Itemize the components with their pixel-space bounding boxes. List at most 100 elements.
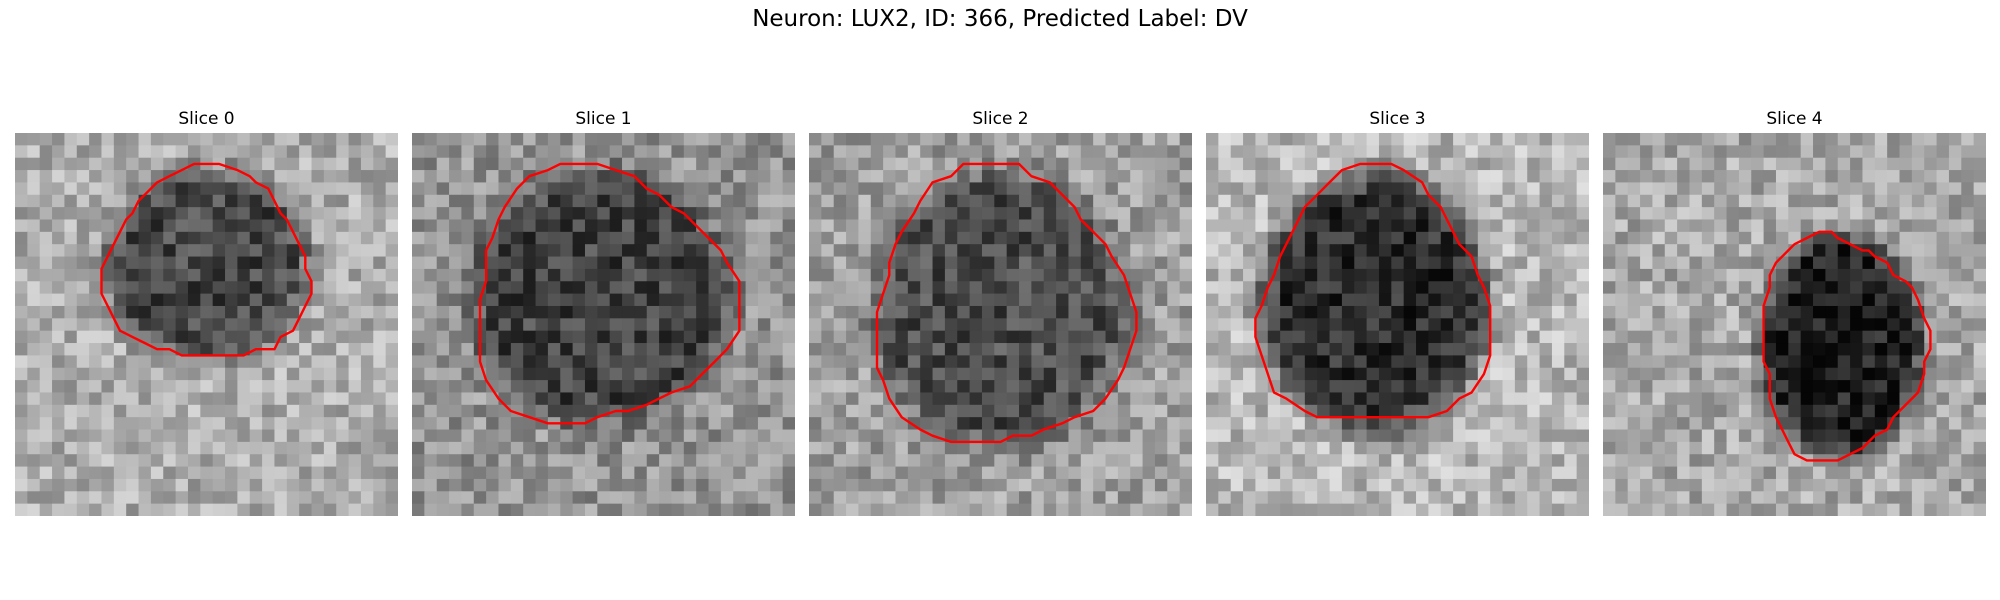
image-pixel bbox=[1564, 145, 1578, 159]
image-pixel bbox=[1329, 367, 1343, 381]
image-pixel bbox=[1726, 380, 1740, 394]
image-pixel bbox=[1329, 219, 1343, 233]
image-pixel bbox=[1627, 417, 1641, 431]
image-pixel bbox=[52, 219, 66, 233]
image-pixel bbox=[52, 503, 66, 516]
image-pixel bbox=[436, 454, 450, 468]
image-pixel bbox=[1378, 133, 1392, 146]
image-pixel bbox=[1862, 207, 1876, 221]
image-pixel bbox=[323, 170, 337, 184]
image-pixel bbox=[1936, 503, 1950, 516]
image-pixel bbox=[237, 417, 251, 431]
image-pixel bbox=[1514, 145, 1528, 159]
image-pixel bbox=[745, 343, 759, 356]
image-pixel bbox=[76, 293, 90, 307]
image-pixel bbox=[1887, 466, 1901, 480]
image-pixel bbox=[821, 343, 835, 356]
image-pixel bbox=[237, 318, 251, 332]
image-pixel bbox=[225, 268, 238, 282]
image-pixel bbox=[1403, 380, 1417, 394]
image-pixel bbox=[1738, 231, 1752, 245]
image-pixel bbox=[1788, 133, 1802, 146]
image-pixel bbox=[175, 256, 189, 270]
image-pixel bbox=[609, 491, 623, 505]
image-pixel bbox=[1726, 231, 1740, 245]
image-pixel bbox=[1230, 367, 1244, 381]
image-pixel bbox=[150, 466, 164, 480]
image-pixel bbox=[809, 367, 822, 381]
image-pixel bbox=[1130, 145, 1144, 159]
image-pixel bbox=[1267, 417, 1281, 431]
image-pixel bbox=[809, 417, 822, 431]
image-pixel bbox=[846, 281, 860, 295]
image-pixel bbox=[52, 293, 66, 307]
image-pixel bbox=[113, 133, 127, 146]
image-pixel bbox=[1292, 330, 1306, 344]
image-pixel bbox=[1117, 429, 1131, 443]
image-pixel bbox=[336, 281, 350, 295]
image-pixel bbox=[821, 429, 835, 443]
image-pixel bbox=[39, 392, 53, 406]
image-pixel bbox=[336, 503, 350, 516]
image-pixel bbox=[1490, 244, 1504, 258]
image-pixel bbox=[708, 268, 722, 282]
image-pixel bbox=[932, 392, 946, 406]
image-pixel bbox=[1043, 305, 1057, 319]
image-pixel bbox=[1230, 281, 1244, 295]
image-pixel bbox=[1031, 404, 1045, 418]
image-pixel bbox=[1465, 441, 1479, 455]
image-pixel bbox=[1117, 231, 1131, 245]
image-pixel bbox=[646, 466, 660, 480]
image-pixel bbox=[560, 441, 574, 455]
image-pixel bbox=[64, 170, 78, 184]
image-pixel bbox=[1391, 503, 1405, 516]
image-pixel bbox=[64, 219, 78, 233]
image-pixel bbox=[733, 392, 747, 406]
image-pixel bbox=[1477, 133, 1491, 146]
image-pixel bbox=[821, 441, 835, 455]
image-pixel bbox=[311, 293, 325, 307]
image-pixel bbox=[1576, 429, 1589, 443]
image-pixel bbox=[1416, 417, 1429, 431]
image-pixel bbox=[76, 194, 90, 208]
image-pixel bbox=[1551, 268, 1565, 282]
image-pixel bbox=[1874, 145, 1888, 159]
slice-image bbox=[15, 133, 398, 516]
image-pixel bbox=[1627, 392, 1641, 406]
image-pixel bbox=[498, 429, 512, 443]
image-pixel bbox=[212, 380, 226, 394]
image-pixel bbox=[175, 466, 189, 480]
image-pixel bbox=[1899, 244, 1913, 258]
image-pixel bbox=[560, 231, 574, 245]
image-pixel bbox=[200, 231, 214, 245]
image-pixel bbox=[461, 441, 475, 455]
image-pixel bbox=[1428, 219, 1442, 233]
image-pixel bbox=[821, 231, 835, 245]
image-pixel bbox=[1603, 231, 1616, 245]
image-pixel bbox=[720, 268, 734, 282]
image-pixel bbox=[1167, 293, 1181, 307]
image-pixel bbox=[385, 441, 398, 455]
image-pixel bbox=[846, 478, 860, 492]
image-pixel bbox=[498, 355, 512, 369]
image-pixel bbox=[39, 293, 53, 307]
image-pixel bbox=[1366, 231, 1380, 245]
image-pixel bbox=[373, 244, 387, 258]
image-pixel bbox=[870, 429, 884, 443]
image-pixel bbox=[597, 380, 611, 394]
image-pixel bbox=[1341, 268, 1355, 282]
image-pixel bbox=[1911, 207, 1925, 221]
image-pixel bbox=[449, 256, 463, 270]
image-pixel bbox=[1640, 194, 1654, 208]
image-pixel bbox=[1615, 133, 1629, 146]
image-pixel bbox=[584, 355, 598, 369]
image-pixel bbox=[1551, 503, 1565, 516]
image-pixel bbox=[1514, 429, 1528, 443]
image-pixel bbox=[1726, 170, 1740, 184]
image-pixel bbox=[895, 207, 909, 221]
image-pixel bbox=[1304, 343, 1318, 356]
image-pixel bbox=[1154, 293, 1168, 307]
image-pixel bbox=[981, 305, 995, 319]
image-pixel bbox=[1948, 417, 1962, 431]
image-pixel bbox=[1961, 281, 1975, 295]
